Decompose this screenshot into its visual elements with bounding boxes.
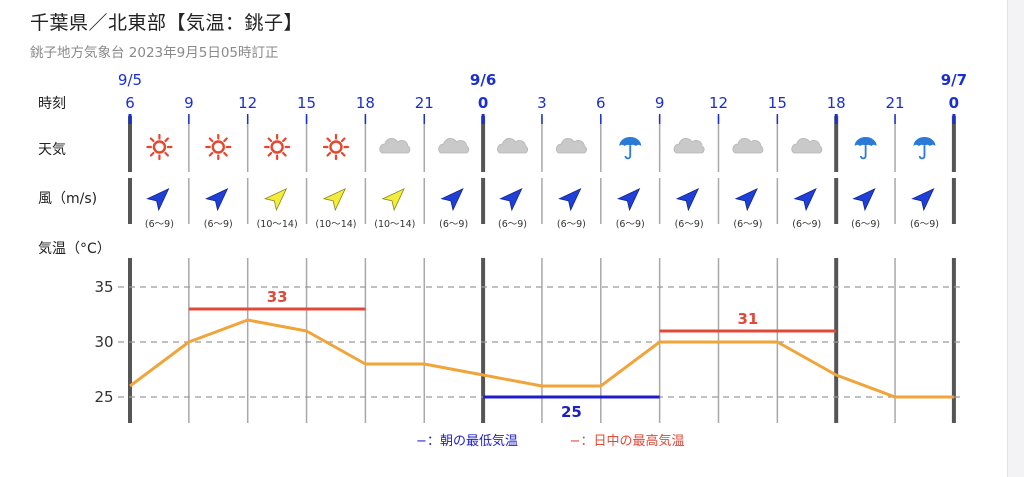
hour-tick-label: 6 — [596, 94, 606, 112]
temperature-line — [129, 318, 954, 399]
hour-tick-label: 15 — [297, 94, 316, 112]
wind-arrow-icon — [381, 187, 405, 212]
hour-tick-label: 0 — [949, 94, 959, 112]
cloud-icon — [732, 138, 764, 154]
hour-tick-label: 21 — [415, 94, 434, 112]
wind-arrow-icon — [146, 187, 170, 212]
wind-speed-label: (6〜9) — [204, 219, 233, 230]
wind-arrow-icon — [440, 187, 464, 212]
date-label: 9/6 — [470, 71, 496, 89]
wind-speed-label: (6〜9) — [675, 219, 704, 230]
cloud-icon — [497, 138, 528, 154]
wind-arrow-icon — [852, 187, 876, 212]
hour-tick-label: 18 — [356, 94, 375, 112]
sun-icon — [264, 133, 291, 161]
wind-speed-label: (6〜9) — [498, 219, 527, 230]
date-label: 9/5 — [118, 71, 142, 89]
wind-arrow-icon — [911, 187, 935, 212]
umbrella-icon — [619, 137, 642, 160]
hour-tick-label: 3 — [537, 94, 547, 112]
wind-arrow-icon — [263, 187, 288, 212]
row-label-wind: 風（m/s) — [38, 191, 97, 207]
wind-speed-label: (6〜9) — [851, 219, 880, 230]
wind-speed-label: (10〜14) — [374, 219, 415, 230]
hour-tick-label: 15 — [768, 94, 787, 112]
sun-icon — [205, 133, 232, 161]
hour-tick-label: 0 — [478, 94, 488, 112]
wind-speed-label: (6〜9) — [557, 219, 586, 230]
row-label-time: 時刻 — [38, 96, 66, 112]
wind-arrow-icon — [499, 187, 523, 212]
wind-arrow-icon — [322, 187, 346, 212]
hour-tick-label: 18 — [827, 94, 846, 112]
umbrella-icon — [854, 137, 877, 160]
date-label: 9/7 — [941, 71, 967, 89]
hour-tick-label: 6 — [125, 94, 135, 112]
wind-arrow-icon — [205, 187, 229, 212]
y-tick-label: 35 — [94, 278, 113, 296]
wind-speed-label: (6〜9) — [439, 219, 468, 230]
max-temp-label: 31 — [737, 310, 758, 328]
wind-arrow-icon — [793, 187, 817, 212]
wind-speed-label: (6〜9) — [733, 219, 762, 230]
legend-max-temp: −：日中の最高気温 — [570, 433, 685, 449]
sun-icon — [322, 133, 350, 161]
row-label-temp: 気温（°C） — [38, 241, 111, 257]
scrollbar-track[interactable] — [1007, 0, 1024, 477]
min-temp-label: 25 — [561, 403, 582, 421]
cloud-icon — [438, 138, 470, 154]
hour-tick-label: 12 — [709, 94, 728, 112]
hour-tick-label: 9 — [655, 94, 665, 112]
max-temp-label: 33 — [267, 288, 288, 306]
wind-arrow-icon — [675, 187, 700, 212]
hour-tick-label: 12 — [238, 94, 257, 112]
legend-min-temp: −：朝の最低気温 — [416, 433, 518, 449]
cloud-icon — [379, 138, 411, 154]
y-tick-label: 25 — [94, 388, 113, 406]
cloud-icon — [556, 138, 587, 154]
row-label-weather: 天気 — [38, 142, 66, 158]
page-subtitle: 銚子地方気象台 2023年9月5日05時訂正 — [30, 45, 279, 61]
hour-tick-label: 9 — [184, 94, 194, 112]
wind-speed-label: (6〜9) — [792, 219, 821, 230]
page-title: 千葉県／北東部【気温：銚子】 — [30, 12, 304, 34]
umbrella-icon — [913, 137, 936, 160]
hour-tick-label: 21 — [886, 94, 905, 112]
y-tick-label: 30 — [94, 333, 113, 351]
wind-speed-label: (6〜9) — [910, 219, 939, 230]
wind-speed-label: (10〜14) — [257, 219, 298, 230]
cloud-icon — [791, 138, 823, 154]
cloud-icon — [673, 138, 705, 154]
wind-arrow-icon — [734, 187, 758, 212]
wind-arrow-icon — [558, 187, 582, 212]
wind-speed-label: (10〜14) — [315, 219, 356, 230]
wind-speed-label: (6〜9) — [145, 219, 174, 230]
wind-arrow-icon — [616, 187, 641, 212]
wind-speed-label: (6〜9) — [616, 219, 645, 230]
sun-icon — [146, 133, 173, 161]
